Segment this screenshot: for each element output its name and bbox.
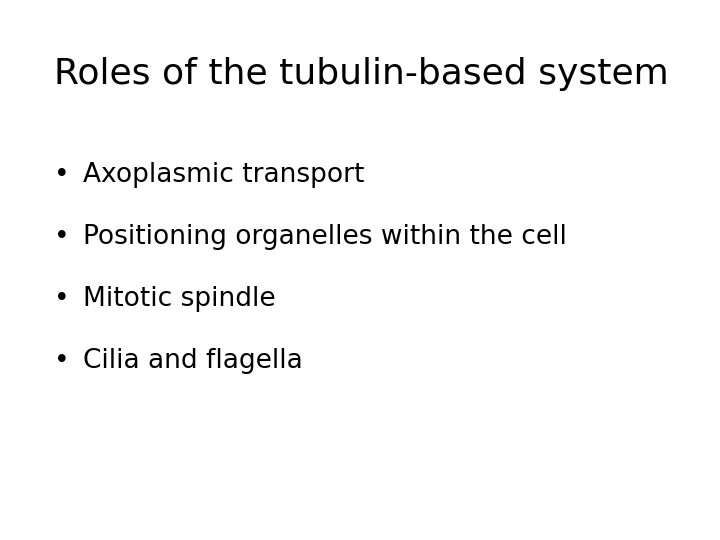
- Text: Cilia and flagella: Cilia and flagella: [83, 348, 302, 374]
- Text: •: •: [54, 348, 70, 374]
- Text: Roles of the tubulin-based system: Roles of the tubulin-based system: [54, 57, 669, 91]
- Text: Mitotic spindle: Mitotic spindle: [83, 286, 276, 312]
- Text: •: •: [54, 224, 70, 250]
- Text: •: •: [54, 286, 70, 312]
- Text: •: •: [54, 162, 70, 188]
- Text: Axoplasmic transport: Axoplasmic transport: [83, 162, 364, 188]
- Text: Positioning organelles within the cell: Positioning organelles within the cell: [83, 224, 567, 250]
